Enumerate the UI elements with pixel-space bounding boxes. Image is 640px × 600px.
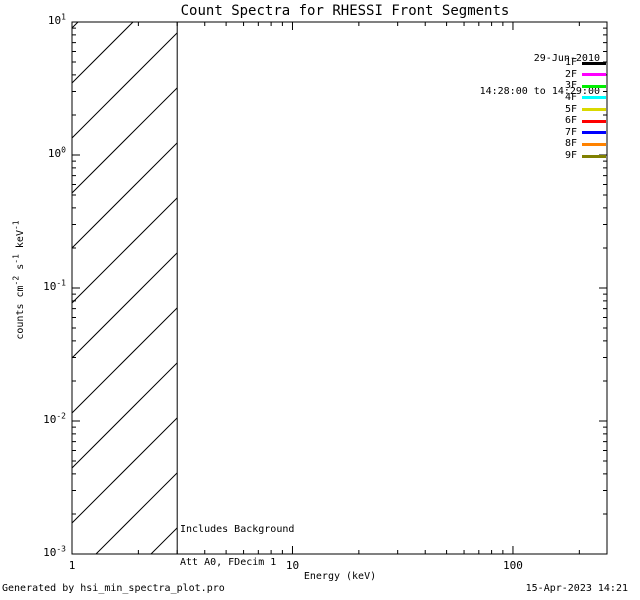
generation-timestamp: 15-Apr-2023 14:21 — [525, 583, 628, 594]
legend-swatch-3F — [582, 84, 606, 88]
y-axis-tick-labels: 101 100 10-1 10-2 10-3 — [0, 0, 70, 600]
observation-datetime: 29-Jun-2010 14:28:00 to 14:29:00 — [340, 31, 600, 119]
legend-entry-7F: 7F — [565, 127, 606, 139]
legend-label-8F: 8F — [564, 138, 577, 150]
y-tick-label-10e0: 100 — [47, 145, 66, 160]
hatch-region — [72, 22, 178, 554]
y-axis-title: counts cm-2 s-1 keV-1 — [11, 220, 26, 340]
legend-label-5F: 5F — [564, 103, 577, 115]
legend-swatch-9F — [582, 154, 606, 158]
legend-swatch-1F — [582, 61, 606, 65]
legend-entry-9F: 9F — [565, 150, 606, 162]
legend-swatch-6F — [582, 119, 606, 123]
attenuator-note: Att A0, FDecim 1 — [180, 557, 277, 568]
plot-note: Includes Background Att A0, FDecim 1 — [180, 502, 294, 590]
legend-swatch-7F — [582, 131, 606, 135]
legend-swatch-4F — [582, 96, 606, 100]
y-tick-label-10e-1: 10-1 — [43, 278, 66, 293]
legend-entry-5F: 5F — [565, 104, 606, 116]
legend-label-9F: 9F — [564, 150, 577, 162]
y-tick-label-10e-2: 10-2 — [43, 411, 66, 426]
legend-entry-3F: 3F — [565, 80, 606, 92]
observation-date: 29-Jun-2010 — [533, 53, 600, 64]
legend-label-6F: 6F — [564, 115, 577, 127]
legend-swatch-2F — [582, 73, 606, 77]
generator-credit: Generated by hsi_min_spectra_plot.pro — [2, 583, 225, 594]
legend-swatch-5F — [582, 108, 606, 112]
legend-label-7F: 7F — [564, 126, 577, 138]
background-note: Includes Background — [180, 524, 295, 535]
x-tick-label-10: 10 — [285, 559, 300, 572]
chart-title: Count Spectra for RHESSI Front Segments — [180, 3, 510, 19]
legend-entry-6F: 6F — [565, 115, 606, 127]
y-tick-label-10e-3: 10-3 — [43, 544, 66, 559]
legend-entry-8F: 8F — [565, 138, 606, 150]
legend-label-1F: 1F — [564, 57, 577, 68]
legend-entry-1F: 1F — [565, 57, 606, 69]
x-axis-tick-labels: 1 10 100 — [0, 559, 640, 573]
legend-entry-4F: 4F — [565, 92, 606, 104]
legend-entry-2F: 2F — [565, 69, 606, 81]
legend-label-3F: 3F — [564, 80, 577, 92]
x-tick-label-100: 100 — [503, 559, 523, 572]
y-tick-label-10e1: 101 — [47, 12, 66, 27]
observation-time-range: 14:28:00 to 14:29:00 — [479, 86, 600, 97]
legend-label-4F: 4F — [564, 91, 577, 103]
x-axis-title: Energy (keV) — [303, 571, 377, 582]
x-tick-label-1: 1 — [68, 559, 76, 572]
legend-swatch-8F — [582, 142, 606, 146]
axis-ticks — [71, 21, 607, 555]
legend-label-2F: 2F — [564, 68, 577, 80]
